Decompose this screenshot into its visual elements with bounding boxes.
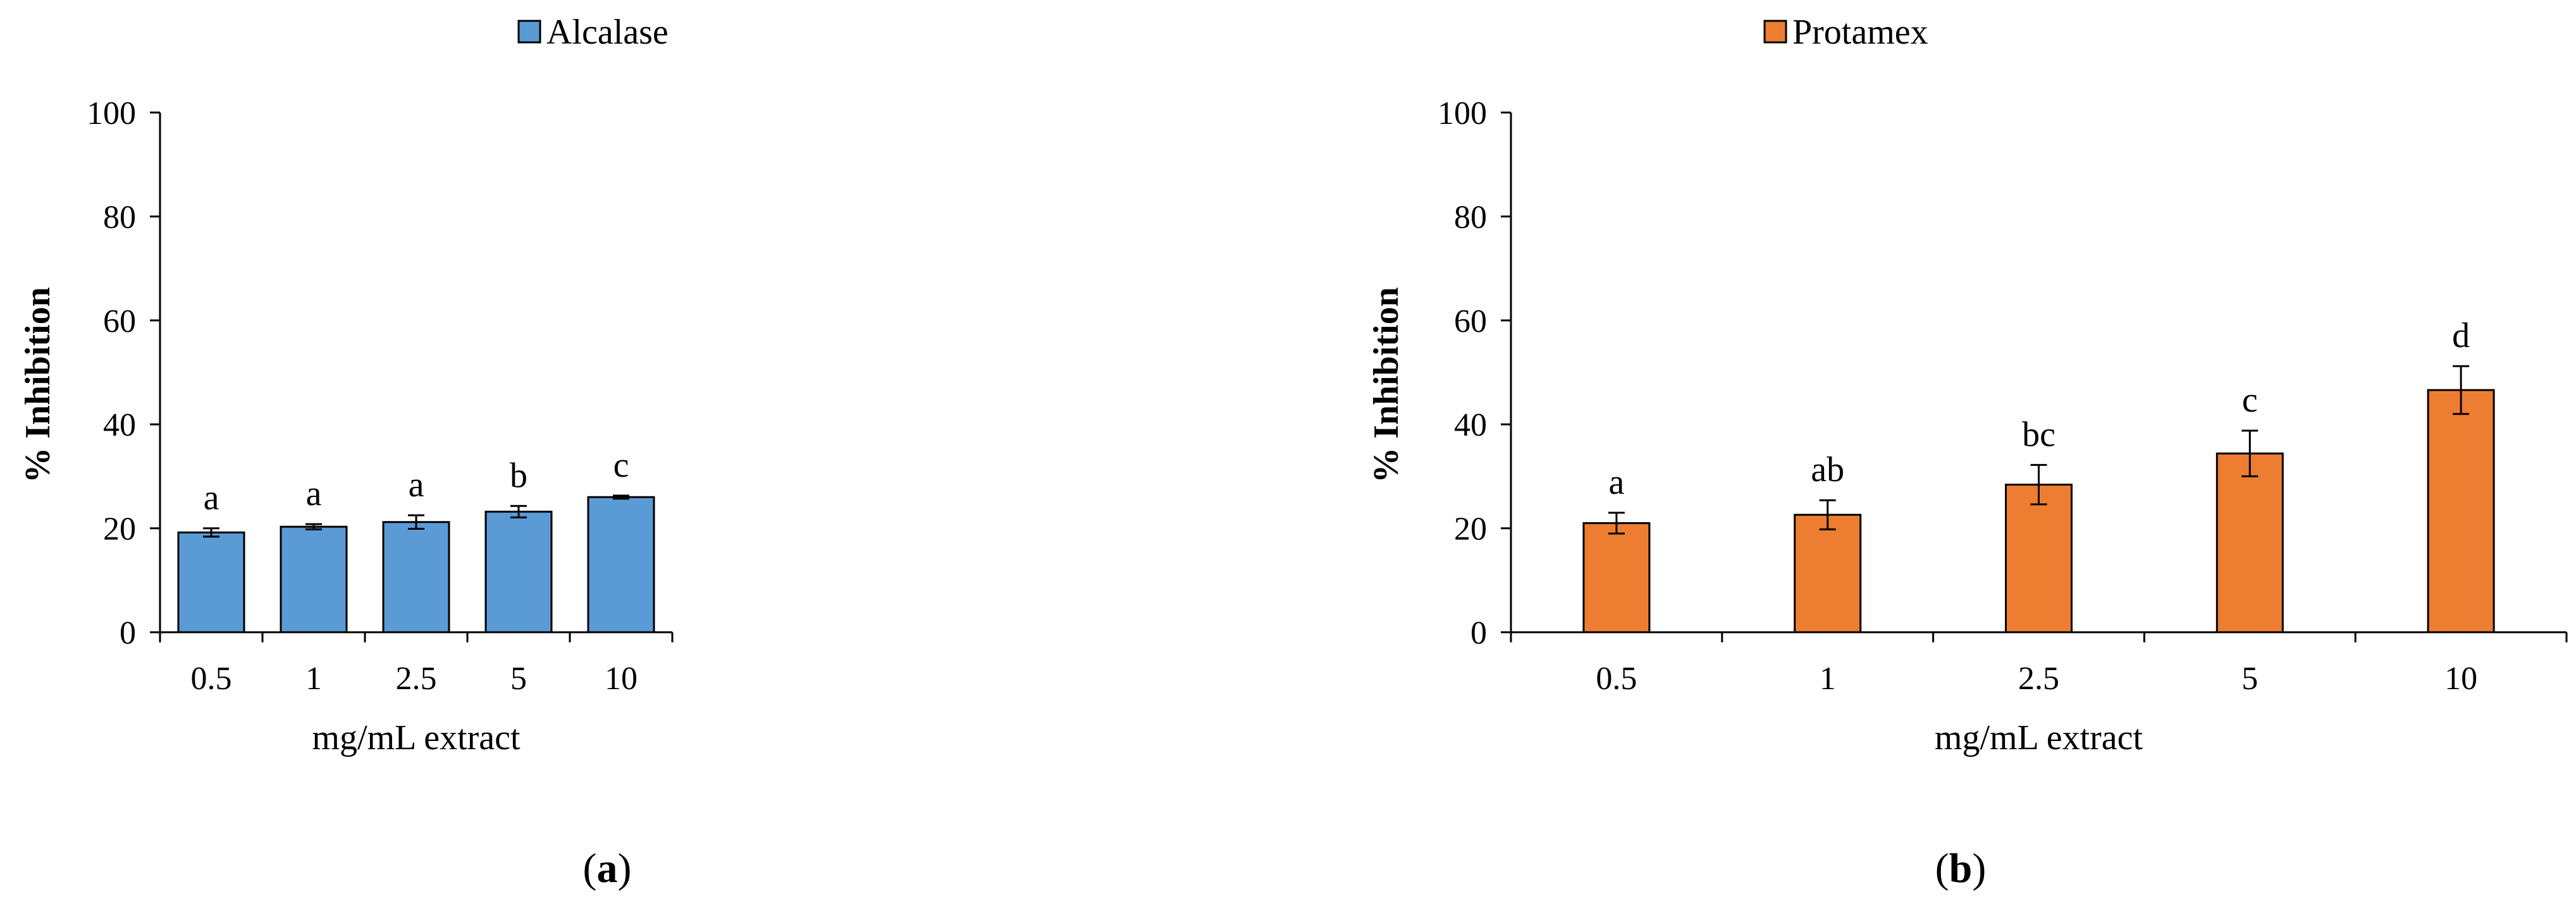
x-tick-label: 0.5 [1596, 661, 1637, 697]
legend-label: Protamex [1792, 13, 1928, 52]
panel-label-open: ( [1935, 845, 1949, 891]
y-tick-label: 80 [103, 199, 136, 235]
x-axis-title: mg/mL extract [1935, 718, 2143, 757]
panel-label-close: ) [618, 845, 632, 891]
legend-swatch [517, 20, 541, 44]
x-tick-label: 1 [305, 661, 322, 697]
legend-swatch [1763, 20, 1787, 44]
y-tick-label: 60 [103, 303, 136, 340]
bar [1582, 522, 1651, 634]
significance-label: c [613, 446, 629, 485]
legend-label: Alcalase [546, 13, 669, 52]
significance-label: b [510, 456, 527, 495]
y-tick-label: 80 [1454, 199, 1487, 235]
bar [382, 521, 450, 634]
significance-label: a [409, 465, 424, 505]
bar [2427, 389, 2495, 634]
x-axis-title: mg/mL extract [312, 718, 521, 757]
significance-label: a [204, 479, 219, 518]
y-tick-label: 20 [1454, 511, 1487, 548]
x-tick-label: 5 [2241, 661, 2258, 697]
bar [484, 510, 553, 634]
x-tick-label: 5 [510, 661, 527, 697]
bar [2005, 484, 2073, 634]
significance-label: bc [2022, 415, 2055, 454]
y-axis-title: % Inhibition [1367, 287, 1406, 483]
x-tick-label: 1 [1820, 661, 1836, 697]
significance-label: ab [1811, 450, 1844, 489]
bar [587, 496, 655, 634]
bar [177, 531, 245, 634]
x-tick-label: 2.5 [396, 661, 437, 697]
y-tick-label: 60 [1454, 303, 1487, 340]
y-tick-label: 20 [103, 511, 136, 548]
bar [2215, 452, 2284, 634]
significance-label: d [2452, 316, 2470, 355]
panel-label: (a) [583, 845, 632, 891]
x-tick-label: 0.5 [191, 661, 232, 697]
y-tick-label: 40 [1454, 407, 1487, 443]
chart-b: 0 20 40 60 80 100 a 0.5 ab 1 bc 2.5 c 5 d 10 mg/mL extra… [1367, 13, 2568, 891]
panel-label-letter: a [597, 845, 618, 891]
y-tick-label: 100 [1438, 95, 1487, 132]
bar [1794, 513, 1862, 634]
y-tick-label: 100 [87, 95, 136, 132]
x-tick-label: 10 [605, 661, 638, 697]
x-tick-label: 10 [2444, 661, 2477, 697]
y-axis-title: % Inhibition [18, 287, 58, 483]
chart-a: 0 20 40 60 80 100 a 0.5 a 1 a 2.5 b 5 c 10 mg/mL extract… [18, 13, 674, 891]
significance-label: a [306, 474, 322, 513]
panel-label-close: ) [1972, 845, 1986, 891]
y-tick-label: 0 [1470, 615, 1487, 651]
y-tick-label: 0 [120, 615, 136, 651]
significance-label: a [1608, 463, 1624, 502]
y-tick-label: 40 [103, 407, 136, 443]
panel-label-letter: b [1949, 845, 1973, 891]
panel-label-open: ( [583, 845, 597, 891]
significance-label: c [2242, 381, 2258, 420]
x-tick-label: 2.5 [2018, 661, 2059, 697]
bar [280, 525, 348, 634]
panel-label: (b) [1935, 845, 1987, 891]
